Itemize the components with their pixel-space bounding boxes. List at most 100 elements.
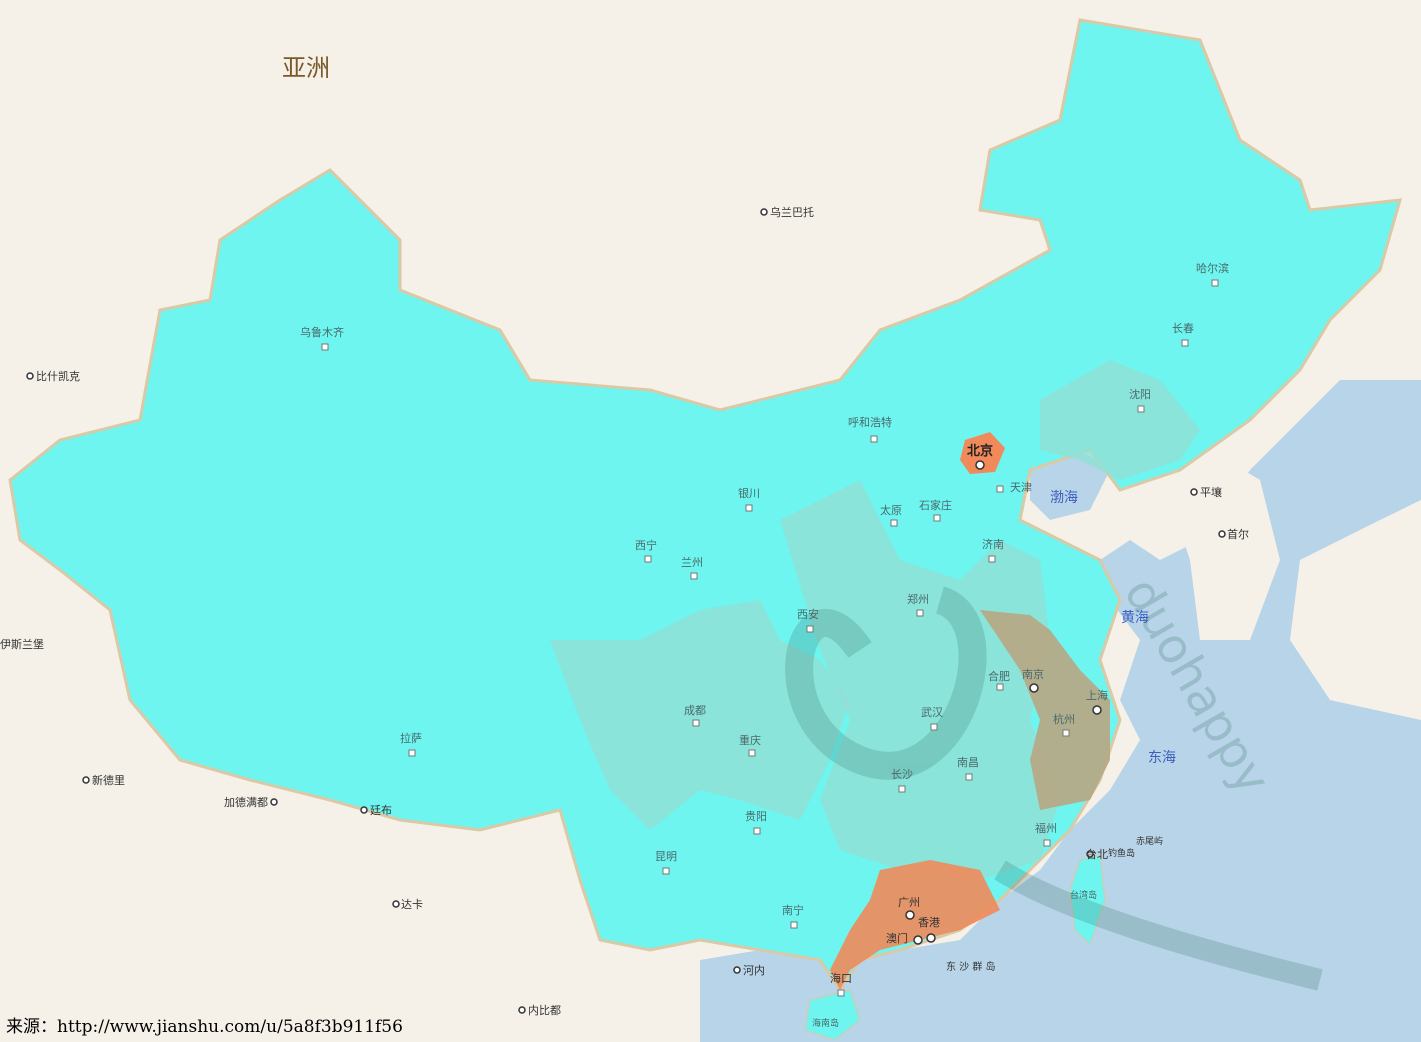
capital-marker (905, 910, 915, 920)
city-marker (408, 749, 416, 757)
city-label: 拉萨 (400, 731, 422, 745)
city-label: 重庆 (739, 733, 761, 747)
city-marker (1043, 839, 1051, 847)
city-label: 南昌 (957, 756, 979, 769)
capital-marker (518, 1006, 526, 1014)
capital-marker (1092, 705, 1102, 715)
city-label: 廷布 (370, 804, 392, 817)
city-marker (933, 514, 941, 522)
city-label: 南宁 (782, 903, 804, 917)
city-marker (745, 504, 753, 512)
city-label: 上海 (1086, 688, 1108, 702)
city-marker (1137, 405, 1145, 413)
city-marker (898, 785, 906, 793)
city-label: 乌兰巴托 (770, 205, 814, 219)
capital-marker (1029, 683, 1039, 693)
taiwan-island (1069, 854, 1106, 946)
city-label: 天津 (1010, 481, 1032, 494)
city-label: 新德里 (92, 773, 125, 787)
city-label: 呼和浩特 (848, 415, 892, 429)
capital-marker (913, 935, 923, 945)
japan-land (1290, 500, 1421, 720)
city-marker (996, 683, 1004, 691)
city-marker (837, 989, 845, 997)
central-region (780, 480, 1060, 880)
city-markers (321, 279, 1219, 997)
city-label: 沈阳 (1129, 387, 1151, 401)
city-marker (1062, 729, 1070, 737)
city-label: 达卡 (401, 898, 423, 911)
city-label: 郑州 (907, 592, 929, 606)
city-label: 福州 (1035, 821, 1057, 835)
city-label: 合肥 (988, 669, 1010, 683)
capital-marker (26, 372, 34, 380)
city-label-beijing: 北京 (967, 443, 993, 459)
city-label: 西安 (797, 607, 819, 621)
city-marker (748, 749, 756, 757)
capital-markers (26, 208, 1226, 1014)
city-labels: 乌鲁木齐 比什凯克 乌兰巴托 呼和浩特 哈尔滨 长春 沈阳 北京 天津 平壤 首… (0, 205, 1249, 1017)
city-label: 海口 (830, 971, 852, 985)
city-label: 广州 (898, 896, 920, 909)
guangdong (830, 860, 1000, 990)
sea-label-east: 东海 (1148, 750, 1176, 766)
city-marker (662, 867, 670, 875)
korea-japan-land (1160, 450, 1280, 640)
capital-marker (1190, 488, 1198, 496)
island-label: 台湾岛 (1070, 889, 1097, 901)
capital-marker (926, 933, 936, 943)
capital-marker (760, 208, 768, 216)
city-label: 石家庄 (919, 498, 952, 512)
island-label: 钓鱼岛 (1108, 847, 1135, 859)
city-marker (930, 723, 938, 731)
city-marker (965, 773, 973, 781)
city-label: 贵阳 (745, 810, 767, 823)
island-label: 海南岛 (812, 1017, 839, 1029)
city-label: 香港 (918, 916, 940, 929)
capital-marker (1086, 850, 1094, 858)
city-marker (753, 827, 761, 835)
city-label: 南京 (1022, 667, 1044, 681)
city-marker (996, 485, 1004, 493)
city-marker (916, 609, 924, 617)
city-label: 哈尔滨 (1196, 261, 1229, 275)
city-marker (988, 555, 996, 563)
city-marker (644, 555, 652, 563)
capital-marker (1218, 530, 1226, 538)
city-marker (1211, 279, 1219, 287)
beijing-area (960, 432, 1005, 474)
city-label: 兰州 (681, 556, 703, 569)
city-marker (870, 435, 878, 443)
island-label: 东 沙 群 岛 (946, 960, 996, 973)
capital-marker (270, 798, 278, 806)
city-label: 澳门 (886, 931, 908, 945)
city-label: 平壤 (1200, 485, 1222, 499)
sea-label-yellow: 黄海 (1121, 609, 1149, 626)
city-marker (692, 719, 700, 727)
capital-marker (82, 776, 90, 784)
sea-label-bohai: 渤海 (1050, 490, 1078, 506)
northeast-region (1040, 360, 1200, 480)
city-marker (1181, 339, 1189, 347)
city-label: 比什凯克 (36, 370, 80, 383)
city-label: 首尔 (1227, 527, 1249, 541)
city-label: 河内 (743, 963, 765, 977)
capital-marker (975, 460, 985, 470)
city-marker (790, 921, 798, 929)
city-label: 西宁 (635, 538, 657, 552)
city-marker (321, 343, 329, 351)
city-label: 长沙 (891, 768, 913, 781)
city-label: 昆明 (655, 850, 677, 863)
city-label: 台北 (1086, 847, 1108, 861)
city-label: 乌鲁木齐 (300, 325, 344, 339)
capital-marker (733, 966, 741, 974)
source-caption: 来源：http://www.jianshu.com/u/5a8f3b911f56 (6, 1017, 403, 1037)
city-label: 太原 (880, 504, 902, 517)
city-marker (806, 625, 814, 633)
capital-marker (360, 806, 368, 814)
city-label: 长春 (1172, 322, 1194, 335)
jiangsu-zhejiang (980, 610, 1110, 810)
city-label: 伊斯兰堡 (0, 637, 44, 651)
city-label: 成都 (684, 704, 706, 717)
